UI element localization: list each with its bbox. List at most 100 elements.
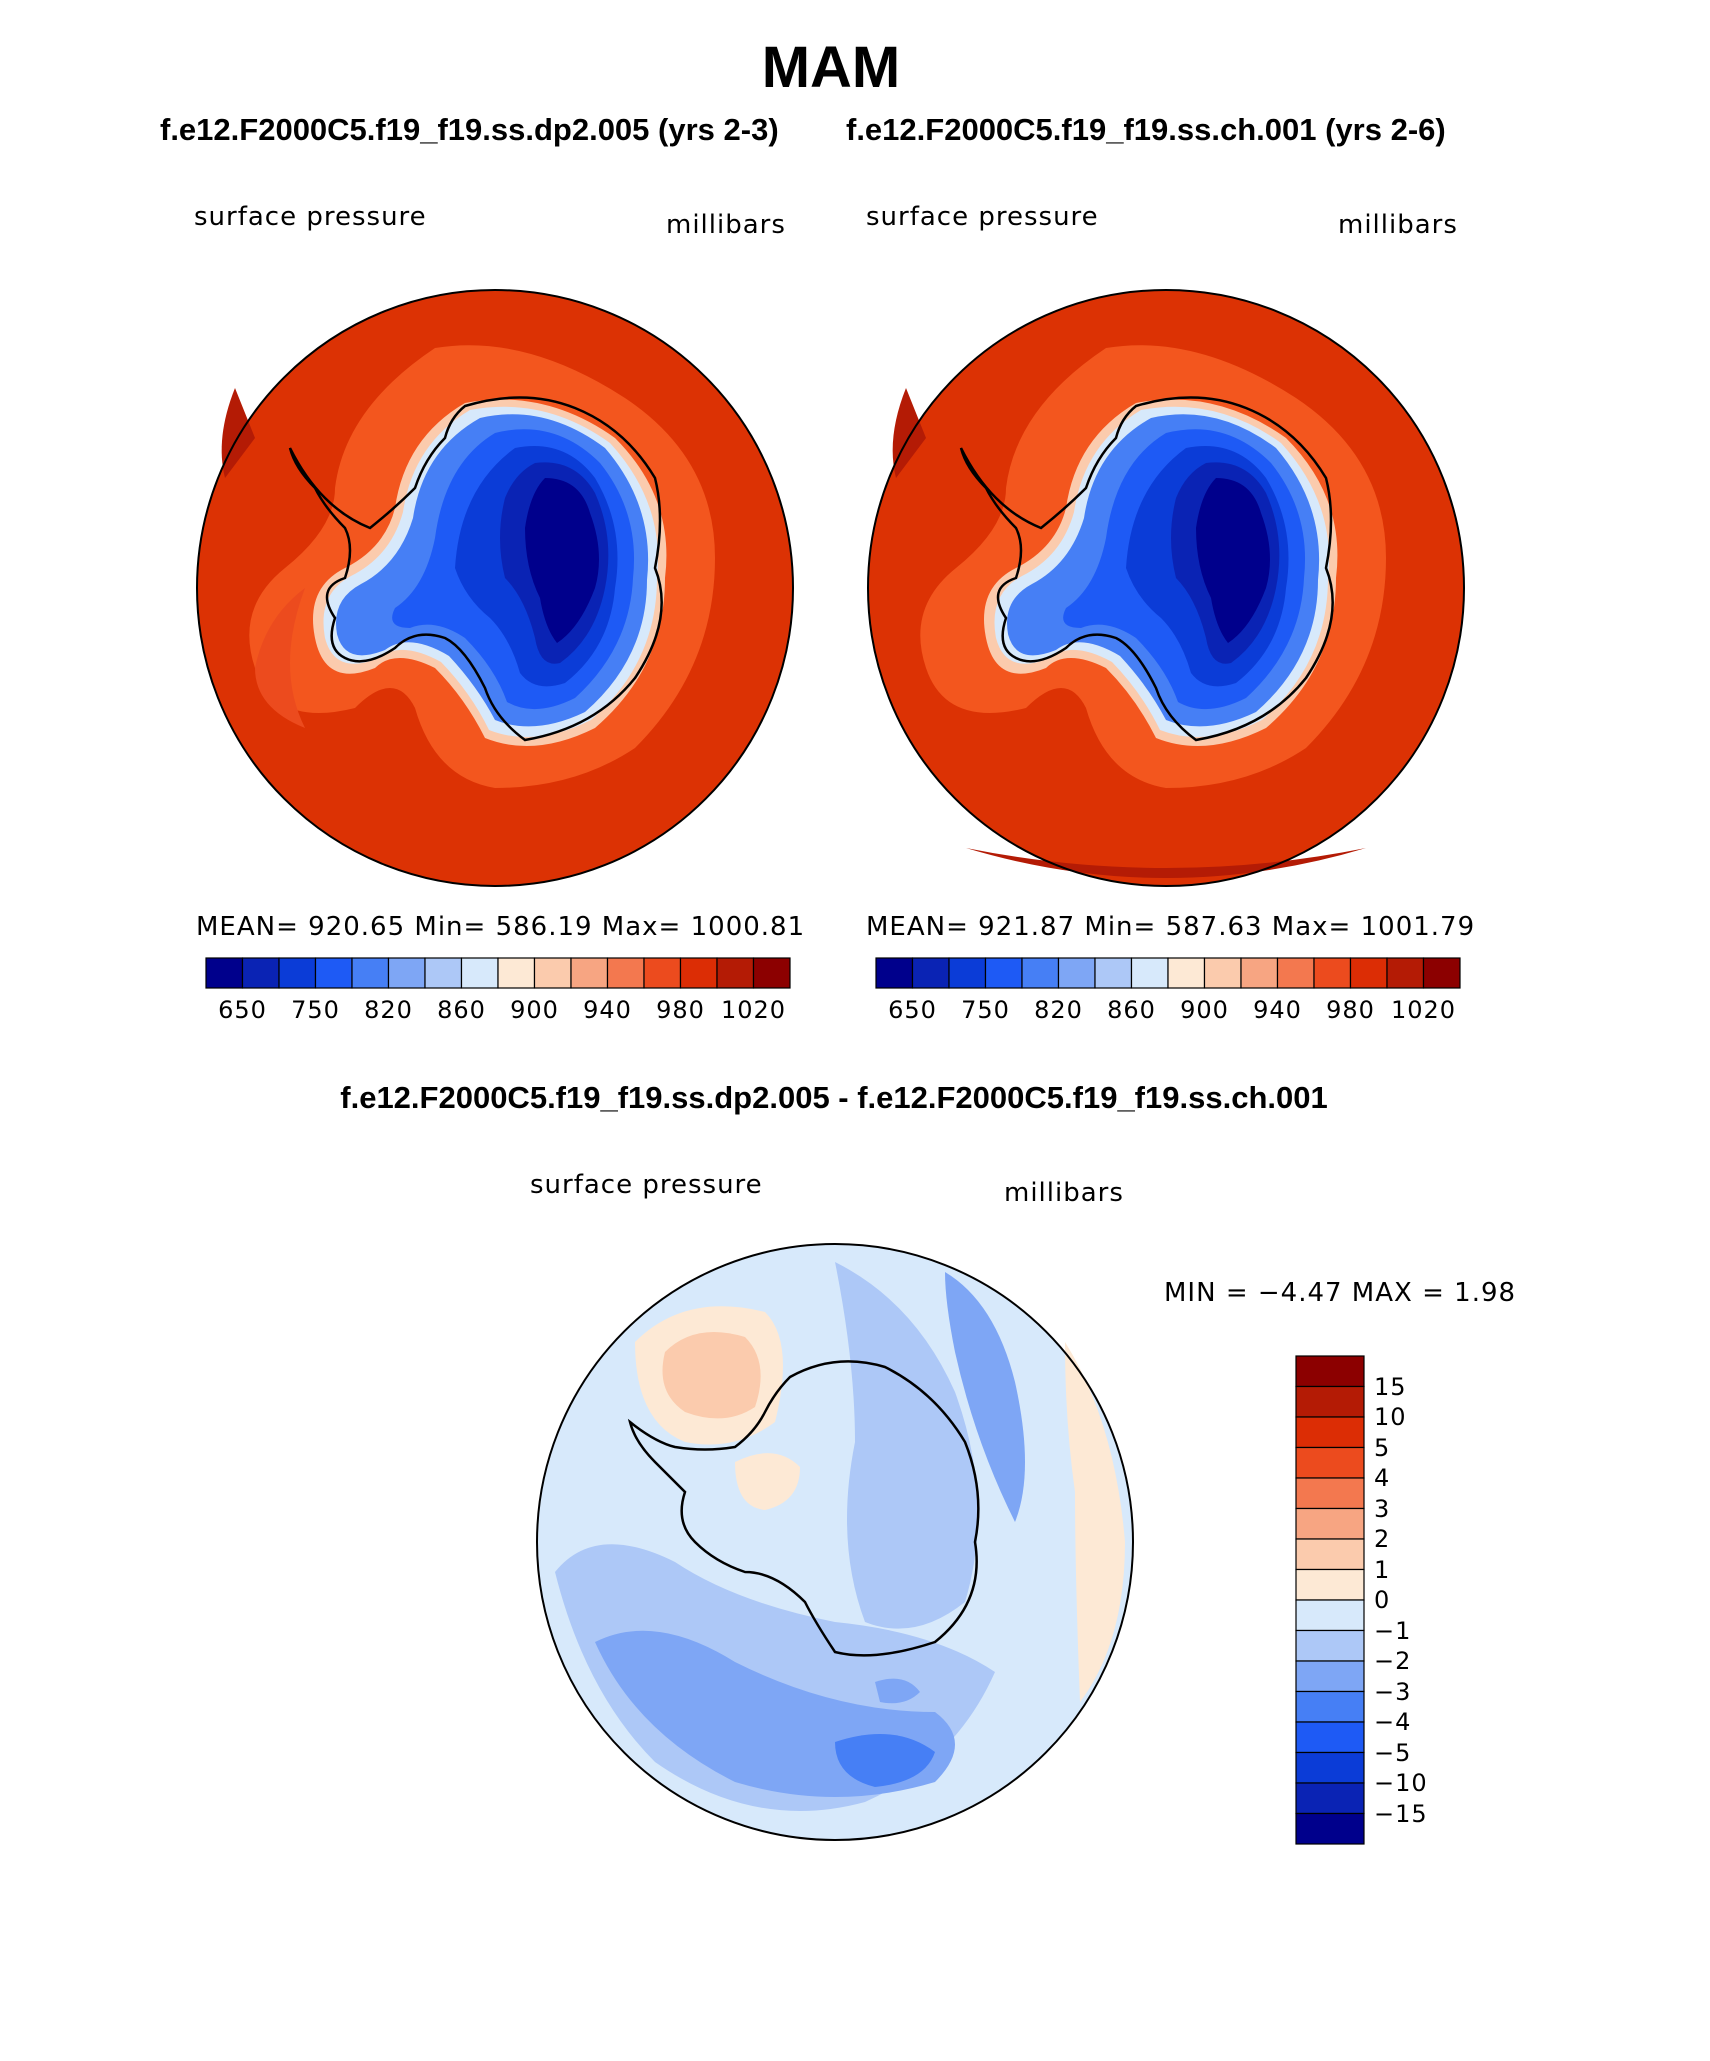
colorbar-swatch (875, 957, 914, 989)
diff-variable-label: surface pressure (530, 1170, 763, 1200)
right-units-label: millibars (1338, 210, 1458, 240)
colorbar-tick-label: 650 (218, 996, 267, 1024)
colorbar-tick-label: 980 (656, 996, 705, 1024)
colorbar-tick-label: 820 (1034, 996, 1083, 1024)
colorbar-swatch (1021, 957, 1060, 989)
diff-min-region (835, 1734, 935, 1787)
colorbar-swatch (1094, 957, 1133, 989)
colorbar-swatch (948, 957, 987, 989)
colorbar-swatch (351, 957, 390, 989)
colorbar-tick-label: 860 (437, 996, 486, 1024)
diff-map (536, 1243, 1134, 1841)
colorbar-swatch (205, 957, 244, 989)
diff-title: f.e12.F2000C5.f19_f19.ss.dp2.005 - f.e12… (340, 1080, 1328, 1115)
colorbar-swatch (278, 957, 317, 989)
colorbar-tick-label: 900 (1180, 996, 1229, 1024)
colorbar-swatch (752, 957, 791, 989)
colorbar-swatch (606, 957, 645, 989)
colorbar-tick-label: 900 (510, 996, 559, 1024)
colorbar-swatch (1295, 1751, 1365, 1784)
colorbar-swatch (1295, 1812, 1365, 1845)
colorbar-swatch (497, 957, 536, 989)
colorbar-tick-label: −15 (1374, 1799, 1428, 1828)
colorbar-swatch (1386, 957, 1425, 989)
colorbar-tick-label: 5 (1374, 1433, 1391, 1462)
left-map (196, 289, 794, 887)
colorbar-tick-label: −1 (1374, 1616, 1412, 1645)
colorbar-tick-label: 980 (1326, 996, 1375, 1024)
left-variable-label: surface pressure (194, 202, 427, 232)
colorbar-tick-label: 940 (1253, 996, 1302, 1024)
colorbar-tick-label: 10 (1374, 1403, 1407, 1431)
colorbar-tick-label: −4 (1374, 1708, 1412, 1736)
colorbar-tick-label: 3 (1374, 1494, 1391, 1523)
colorbar-swatch (570, 957, 609, 989)
colorbar-swatch (1295, 1538, 1365, 1571)
diff-colorbar (1295, 1355, 1365, 1845)
figure-title: MAM (761, 35, 901, 100)
colorbar-swatch (1295, 1660, 1365, 1693)
colorbar-tick-label: −10 (1374, 1769, 1428, 1797)
colorbar-swatch (387, 957, 426, 989)
colorbar-tick-label: 2 (1374, 1525, 1391, 1553)
colorbar-tick-label: 750 (961, 996, 1010, 1024)
colorbar-swatch (1295, 1446, 1365, 1479)
colorbar-swatch (1295, 1477, 1365, 1510)
left-stats: MEAN= 920.65 Min= 586.19 Max= 1000.81 (196, 912, 806, 942)
colorbar-swatch (1295, 1690, 1365, 1723)
colorbar-swatch (1295, 1507, 1365, 1540)
colorbar-swatch (1295, 1355, 1365, 1388)
colorbar-swatch (460, 957, 499, 989)
colorbar-tick-label: 1020 (720, 996, 787, 1024)
colorbar-swatch (1276, 957, 1315, 989)
right-coastline (959, 396, 1334, 742)
diff-colorbar-labels: 15 10 5 4 3 2 1 0 −1 −2 −3 −4 −5 −10 −15 (1374, 1356, 1484, 1844)
diff-stats: MIN = −4.47 MAX = 1.98 (1164, 1278, 1517, 1308)
colorbar-swatch (1295, 1568, 1365, 1601)
right-colorbar (875, 957, 1461, 989)
colorbar-tick-label: 1 (1374, 1555, 1391, 1584)
colorbar-swatch (1313, 957, 1352, 989)
colorbar-swatch (1130, 957, 1169, 989)
colorbar-swatch (1295, 1599, 1365, 1632)
colorbar-swatch (1203, 957, 1242, 989)
colorbar-swatch (1295, 1782, 1365, 1815)
right-map (867, 289, 1465, 887)
colorbar-swatch (679, 957, 718, 989)
colorbar-swatch (1349, 957, 1388, 989)
left-colorbar-labels: 650 750 820 860 900 940 980 1020 (206, 996, 790, 1028)
colorbar-swatch (1422, 957, 1461, 989)
colorbar-tick-label: −2 (1374, 1647, 1412, 1675)
colorbar-tick-label: −3 (1374, 1677, 1412, 1706)
colorbar-tick-label: 820 (364, 996, 413, 1024)
left-colorbar (205, 957, 791, 989)
colorbar-swatch (1295, 1416, 1365, 1449)
colorbar-swatch (911, 957, 950, 989)
colorbar-swatch (1240, 957, 1279, 989)
colorbar-tick-label: 860 (1107, 996, 1156, 1024)
colorbar-swatch (1057, 957, 1096, 989)
colorbar-tick-label: 15 (1374, 1372, 1407, 1401)
colorbar-swatch (1295, 1629, 1365, 1662)
right-case-title: f.e12.F2000C5.f19_f19.ss.ch.001 (yrs 2-6… (846, 112, 1446, 147)
colorbar-tick-label: 940 (583, 996, 632, 1024)
colorbar-swatch (314, 957, 353, 989)
left-case-title: f.e12.F2000C5.f19_f19.ss.dp2.005 (yrs 2-… (160, 112, 779, 147)
right-colorbar-labels: 650 750 820 860 900 940 980 1020 (876, 996, 1460, 1028)
colorbar-swatch (1167, 957, 1206, 989)
colorbar-swatch (533, 957, 572, 989)
left-units-label: millibars (666, 210, 786, 240)
colorbar-swatch (424, 957, 463, 989)
diff-negative-band (835, 1262, 978, 1629)
diff-units-label: millibars (1004, 1178, 1124, 1208)
colorbar-tick-label: 0 (1374, 1586, 1391, 1614)
colorbar-tick-label: 4 (1374, 1464, 1391, 1492)
colorbar-swatch (984, 957, 1023, 989)
right-stats: MEAN= 921.87 Min= 587.63 Max= 1001.79 (866, 912, 1476, 942)
colorbar-tick-label: 650 (888, 996, 937, 1024)
colorbar-swatch (1295, 1385, 1365, 1418)
colorbar-swatch (1295, 1721, 1365, 1754)
colorbar-swatch (643, 957, 682, 989)
colorbar-tick-label: 750 (291, 996, 340, 1024)
colorbar-tick-label: 1020 (1390, 996, 1457, 1024)
